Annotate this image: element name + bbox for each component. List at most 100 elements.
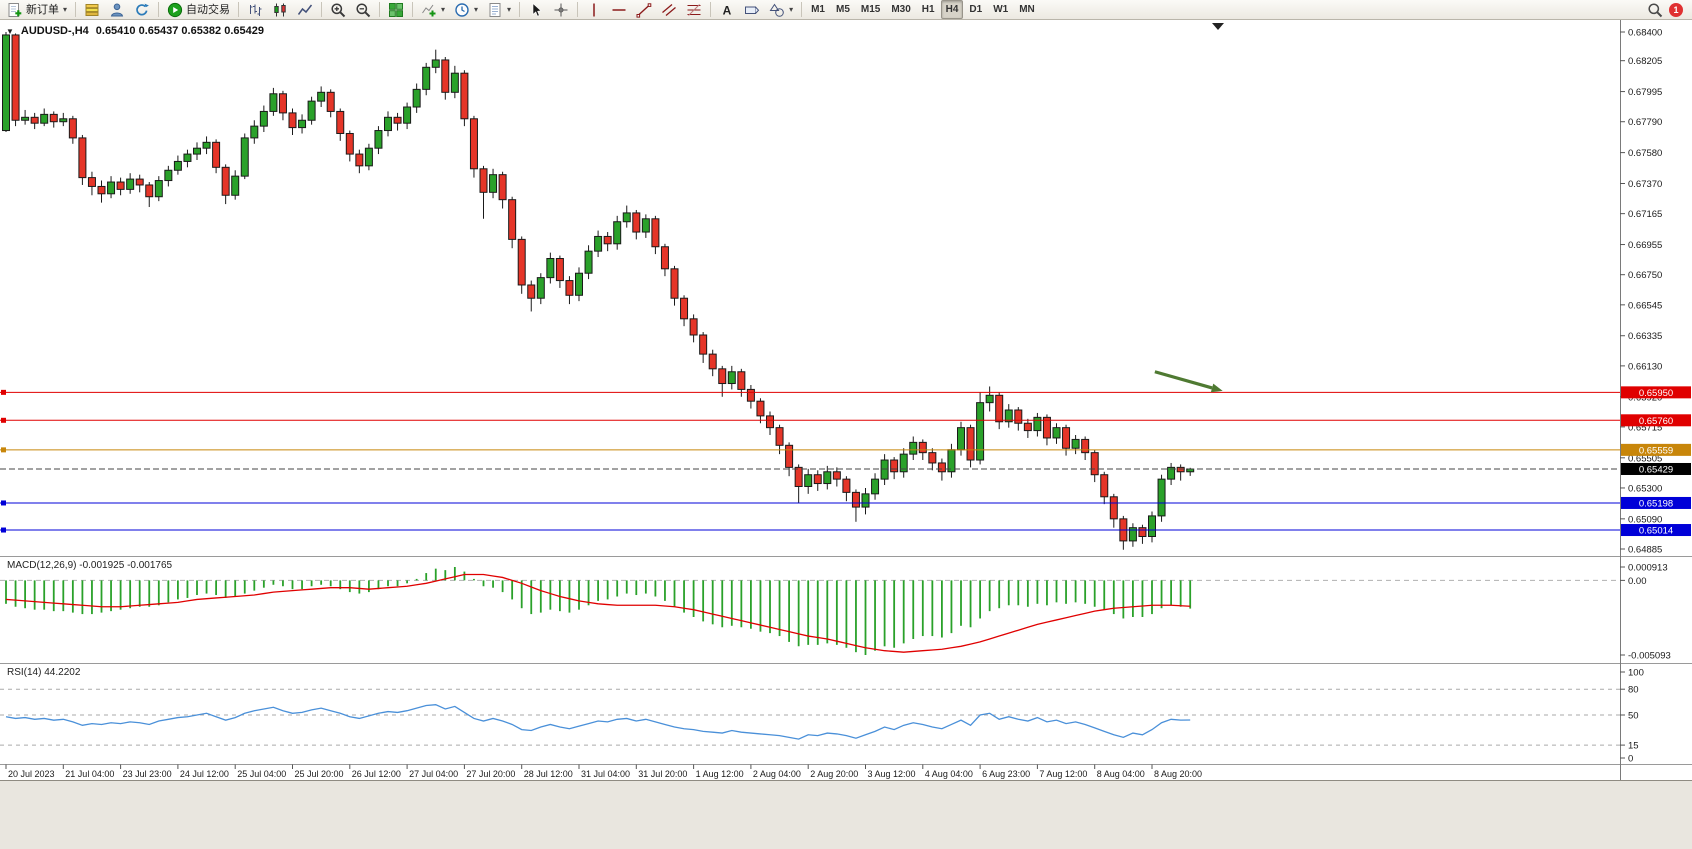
new-order-button[interactable]: 新订单 ▾	[3, 0, 71, 19]
timeframes-clock-icon	[454, 2, 470, 18]
fibonacci-button[interactable]	[682, 0, 706, 19]
fibonacci-icon	[686, 2, 702, 18]
toolbar-separator	[519, 2, 521, 17]
svg-text:0.65950: 0.65950	[1639, 388, 1673, 399]
svg-text:0.65014: 0.65014	[1639, 526, 1673, 537]
trendline-button[interactable]	[632, 0, 656, 19]
templates-icon	[487, 2, 503, 18]
svg-text:25 Jul 20:00: 25 Jul 20:00	[295, 769, 344, 779]
toolbar-separator	[710, 2, 712, 17]
svg-text:0.65198: 0.65198	[1639, 498, 1673, 509]
svg-text:20 Jul 2023: 20 Jul 2023	[8, 769, 55, 779]
label-icon	[744, 2, 760, 18]
charts-icon	[84, 2, 100, 18]
svg-text:25 Jul 04:00: 25 Jul 04:00	[237, 769, 286, 779]
svg-text:1 Aug 12:00: 1 Aug 12:00	[696, 769, 744, 779]
line-chart-button[interactable]	[293, 0, 317, 19]
trendline-icon	[636, 2, 652, 18]
text-button[interactable]: A	[715, 0, 739, 19]
svg-text:2 Aug 04:00: 2 Aug 04:00	[753, 769, 801, 779]
rsi-panel: 100 80 50 15 0	[0, 668, 1644, 765]
bar-chart-button[interactable]	[243, 0, 267, 19]
timeframe-button-m1[interactable]: M1	[811, 4, 825, 15]
toolbar-separator	[577, 2, 579, 17]
svg-text:0.000913: 0.000913	[1628, 563, 1668, 574]
chart-menu-icon[interactable]: ▼	[6, 26, 14, 36]
svg-text:8 Aug 20:00: 8 Aug 20:00	[1154, 769, 1202, 779]
new-order-icon	[7, 2, 23, 18]
zoom-out-icon	[355, 2, 371, 18]
timeframe-button-mn[interactable]: MN	[1019, 4, 1035, 15]
svg-text:31 Jul 04:00: 31 Jul 04:00	[581, 769, 630, 779]
candlestick-button[interactable]	[268, 0, 292, 19]
svg-text:0.66545: 0.66545	[1628, 300, 1662, 311]
svg-text:0.66130: 0.66130	[1628, 361, 1662, 372]
arrow-annotation[interactable]	[1154, 370, 1223, 393]
hlines-layer[interactable]	[0, 389, 1620, 533]
timeframe-button-d1[interactable]: D1	[969, 4, 983, 15]
zoom-in-button[interactable]	[326, 0, 350, 19]
timeframe-button-w1[interactable]: W1	[993, 4, 1009, 15]
svg-text:6 Aug 23:00: 6 Aug 23:00	[982, 769, 1030, 779]
zoom-out-button[interactable]	[351, 0, 375, 19]
profiles-icon	[109, 2, 125, 18]
templates-button[interactable]: ▾	[483, 0, 515, 19]
charts-button[interactable]	[80, 0, 104, 19]
svg-text:0.67165: 0.67165	[1628, 209, 1662, 220]
chart-window: 0.68400 0.68205 0.67995 0.67790 0.67580 0.673…	[0, 20, 1692, 849]
svg-text:21 Jul 04:00: 21 Jul 04:00	[65, 769, 114, 779]
toolbar-separator	[238, 2, 240, 17]
shapes-button[interactable]: ▾	[765, 0, 797, 19]
svg-text:0.65300: 0.65300	[1628, 483, 1662, 494]
svg-text:3 Aug 12:00: 3 Aug 12:00	[868, 769, 916, 779]
candlestick-icon	[272, 2, 288, 18]
channel-button[interactable]	[657, 0, 681, 19]
ohlc-values: 0.65410 0.65437 0.65382 0.65429	[95, 25, 264, 37]
svg-text:2 Aug 20:00: 2 Aug 20:00	[810, 769, 858, 779]
svg-text:0.65715: 0.65715	[1628, 422, 1662, 433]
svg-text:0.68205: 0.68205	[1628, 56, 1662, 67]
toolbar-separator	[321, 2, 323, 17]
timeframe-button-m5[interactable]: M5	[835, 4, 850, 15]
autotrade-label: 自动交易	[186, 3, 231, 16]
vertical-line-button[interactable]	[582, 0, 606, 19]
timeframe-button-m30[interactable]: M30	[891, 4, 911, 15]
timeframe-button-m15[interactable]: M15	[860, 4, 881, 15]
notification-badge[interactable]: 1	[1669, 2, 1683, 17]
autotrade-button[interactable]: 自动交易	[163, 0, 234, 19]
svg-text:100: 100	[1628, 668, 1644, 679]
tile-windows-button[interactable]	[384, 0, 408, 19]
timeframes-clock-button[interactable]: ▾	[450, 0, 482, 19]
refresh-button[interactable]	[130, 0, 154, 19]
svg-text:0.66955: 0.66955	[1628, 240, 1662, 251]
label-button[interactable]	[740, 0, 764, 19]
horizontal-line-icon	[611, 2, 627, 18]
toolbar-separator	[75, 2, 77, 17]
chart-area[interactable]: 0.68400 0.68205 0.67995 0.67790 0.67580 0.673…	[0, 20, 1692, 849]
vertical-line-icon	[586, 2, 602, 18]
svg-text:0.65559: 0.65559	[1639, 445, 1673, 456]
chart-title: ▼ AUDUSD-,H4 0.65410 0.65437 0.65382 0.6…	[6, 25, 264, 37]
cursor-button[interactable]	[524, 0, 548, 19]
chevron-down-icon: ▾	[63, 5, 68, 14]
svg-text:23 Jul 23:00: 23 Jul 23:00	[123, 769, 172, 779]
toolbar-separator	[379, 2, 381, 17]
shapes-icon	[769, 2, 785, 18]
indicators-button[interactable]: ▾	[417, 0, 449, 19]
toolbar-separator	[158, 2, 160, 17]
svg-text:28 Jul 12:00: 28 Jul 12:00	[524, 769, 573, 779]
shift-marker-icon	[1212, 23, 1224, 30]
search-icon[interactable]	[1647, 2, 1663, 18]
svg-text:0.66750: 0.66750	[1628, 270, 1662, 281]
indicators-icon	[421, 2, 437, 18]
price-axis[interactable]: 0.68400 0.68205 0.67995 0.67790 0.67580 0.673…	[1620, 28, 1691, 556]
time-axis[interactable]: 20 Jul 2023 21 Jul 04:00 23 Jul 23:00 24 Ju…	[5, 764, 1202, 780]
timeframe-button-h4[interactable]: H4	[940, 0, 964, 19]
horizontal-line-button[interactable]	[607, 0, 631, 19]
profiles-button[interactable]	[105, 0, 129, 19]
svg-text:31 Jul 20:00: 31 Jul 20:00	[638, 769, 687, 779]
chevron-down-icon: ▾	[789, 5, 794, 14]
crosshair-button[interactable]	[549, 0, 573, 19]
timeframe-button-h1[interactable]: H1	[921, 4, 935, 15]
rsi-label: RSI(14) 44.2202	[7, 667, 81, 678]
